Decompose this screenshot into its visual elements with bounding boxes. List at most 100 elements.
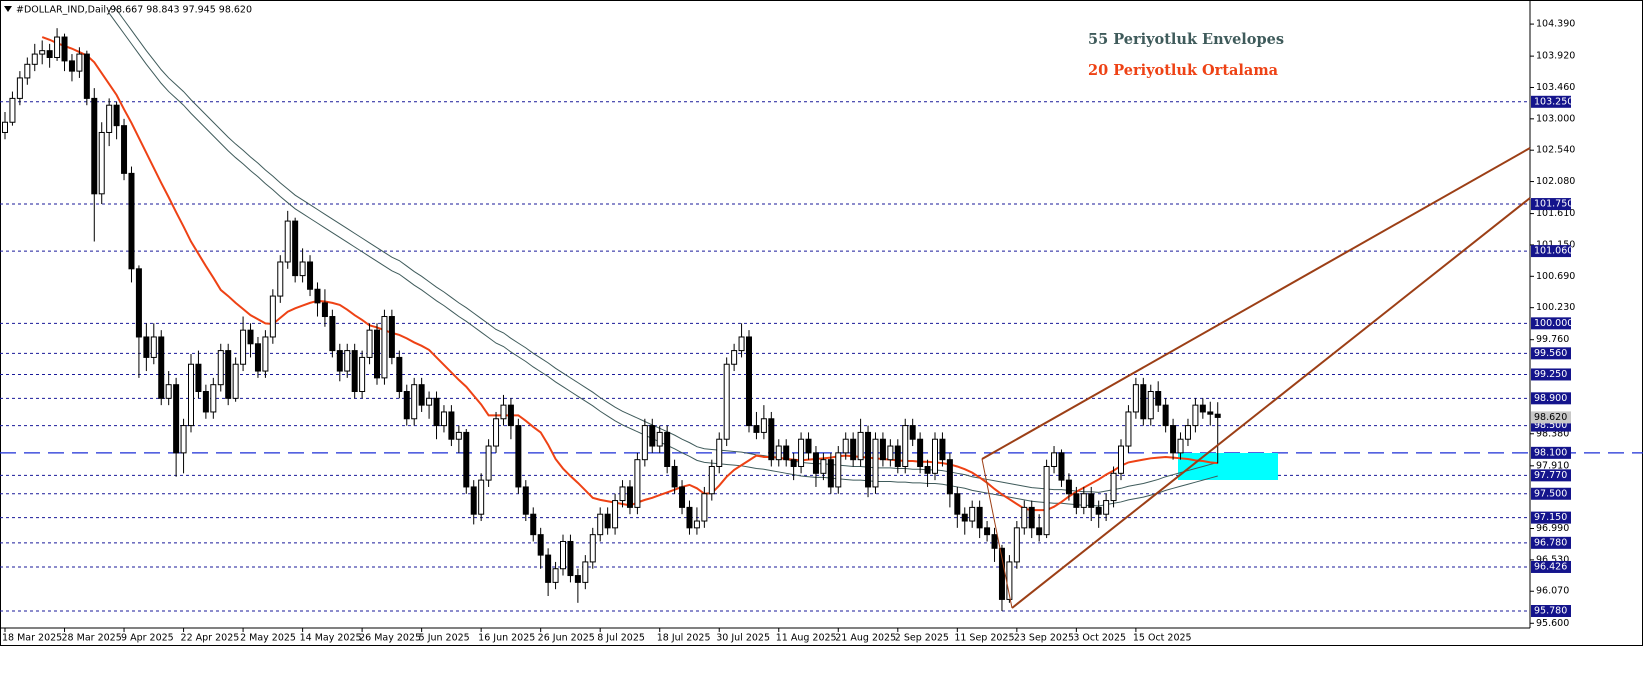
candle-body — [1214, 413, 1221, 418]
candle-body — [894, 445, 901, 467]
candle-body — [292, 220, 299, 277]
candle-body — [381, 316, 388, 379]
level-label: 97.770 — [1534, 470, 1567, 481]
candle-body — [418, 384, 425, 406]
candle-body — [641, 425, 648, 461]
y-tick-label: 103.460 — [1536, 82, 1575, 93]
candle-body — [574, 575, 581, 583]
candle-body — [1132, 384, 1139, 413]
trend-line-upper — [981, 147, 1531, 460]
level-label-box — [1531, 605, 1571, 618]
candle-body — [924, 465, 931, 474]
candle-body — [1140, 384, 1147, 420]
level-label-box — [1531, 317, 1571, 330]
candle-body — [1162, 404, 1169, 427]
candle-body — [180, 425, 187, 454]
trend-channel — [981, 147, 1531, 609]
candle-body — [76, 53, 83, 72]
x-tick-label: 30 Jul 2025 — [716, 633, 770, 644]
candle-body — [716, 438, 723, 467]
legend-entry: 20 Periyotluk Ortalama — [1088, 62, 1279, 79]
candle-body — [664, 431, 671, 467]
level-label: 98.100 — [1534, 447, 1567, 458]
candle-body — [902, 425, 909, 467]
candle-body — [917, 438, 924, 467]
candle-body — [805, 438, 812, 454]
candle-body — [708, 465, 715, 495]
candle-body — [16, 77, 23, 99]
candle-body — [277, 261, 284, 297]
candle-body — [1021, 506, 1028, 529]
y-tick-label: 104.390 — [1536, 19, 1575, 30]
candle-body — [798, 438, 805, 467]
candle-body — [656, 431, 663, 447]
x-tick-label: 23 Sep 2025 — [1014, 633, 1074, 644]
level-label: 99.560 — [1534, 348, 1567, 359]
candle-body — [1110, 472, 1117, 502]
y-tick-label: 103.920 — [1536, 51, 1575, 62]
candle-body — [366, 329, 373, 358]
candle-body — [984, 527, 991, 536]
trend-line-lower — [1011, 197, 1531, 609]
candle-body — [359, 356, 366, 393]
candle-body — [1199, 404, 1206, 413]
candle-body — [31, 53, 38, 65]
candle-body — [39, 50, 46, 55]
level-label: 99.250 — [1534, 369, 1567, 380]
candle-body — [865, 431, 872, 488]
level-label-box — [1531, 487, 1571, 500]
candle-body — [969, 506, 976, 522]
candle-body — [388, 316, 395, 358]
envelope-lower — [108, 12, 1218, 507]
y-tick-label: 95.600 — [1536, 618, 1569, 629]
candle-body — [693, 520, 700, 529]
candle-body — [403, 391, 410, 420]
x-tick-label: 3 Oct 2025 — [1073, 633, 1126, 644]
candle-body — [582, 561, 589, 583]
candle-body — [872, 438, 879, 488]
candle-body — [98, 131, 105, 195]
candle-body — [321, 302, 328, 318]
candle-body — [54, 36, 61, 58]
level-label: 101.750 — [1534, 199, 1573, 210]
x-tick-label: 2 Sep 2025 — [895, 633, 949, 644]
candle-body — [1065, 479, 1072, 495]
x-tick-label: 14 May 2025 — [300, 633, 362, 644]
candle-body — [500, 404, 507, 420]
candle-body — [1103, 500, 1110, 515]
y-tick-label: 98.380 — [1536, 428, 1569, 439]
candle-body — [269, 295, 276, 338]
x-tick-label: 16 Jun 2025 — [478, 633, 535, 644]
y-tick-label: 101.150 — [1536, 239, 1575, 250]
candle-body — [165, 384, 172, 399]
candle-body — [68, 60, 75, 72]
candle-body — [1036, 527, 1043, 536]
candle-body — [954, 493, 961, 515]
level-label-box — [1531, 95, 1571, 108]
candle-body — [485, 445, 492, 481]
candle-body — [537, 534, 544, 556]
current-price-label: 98.620 — [1534, 412, 1567, 423]
candle-body — [396, 356, 403, 393]
candle-body — [284, 220, 291, 263]
x-tick-label: 18 Jul 2025 — [657, 633, 711, 644]
candle-body — [336, 350, 343, 372]
level-label: 97.500 — [1534, 488, 1567, 499]
y-tick-label: 96.990 — [1536, 523, 1569, 534]
candle-body — [946, 459, 953, 495]
level-label-box — [1531, 446, 1571, 459]
y-tick-label: 96.070 — [1536, 586, 1569, 597]
candle-body — [232, 363, 239, 399]
candle-body — [262, 336, 269, 372]
axis-layer: 104.390 103.920 103.460 103.000 102.540 102.0… — [2, 19, 1575, 644]
candle-body — [545, 554, 552, 583]
trend-line-anchor — [981, 458, 1013, 609]
candle-body — [455, 431, 462, 440]
y-tick-label: 102.540 — [1536, 145, 1575, 156]
candle-body — [254, 343, 261, 372]
candle-body — [83, 53, 90, 99]
candle-body — [998, 547, 1005, 600]
candle-body — [113, 104, 120, 127]
